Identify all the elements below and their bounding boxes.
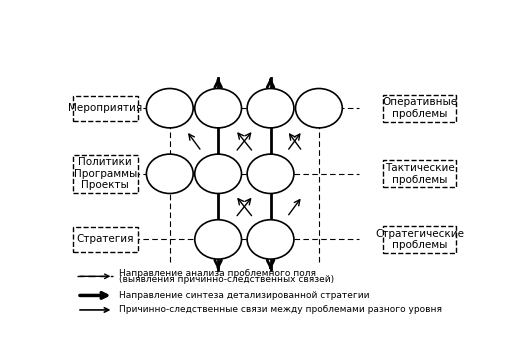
- Text: Стратегические
проблемы: Стратегические проблемы: [375, 229, 464, 250]
- FancyBboxPatch shape: [383, 226, 456, 253]
- FancyBboxPatch shape: [73, 155, 137, 193]
- Text: Тактические
проблемы: Тактические проблемы: [385, 163, 454, 185]
- Ellipse shape: [295, 88, 342, 128]
- FancyBboxPatch shape: [383, 160, 456, 187]
- FancyBboxPatch shape: [73, 227, 137, 252]
- Text: Направление анализа проблемного поля: Направление анализа проблемного поля: [120, 268, 316, 278]
- Ellipse shape: [247, 154, 294, 193]
- Text: Оперативные
проблемы: Оперативные проблемы: [382, 97, 457, 119]
- Text: Причинно-следственные связи между проблемами разного уровня: Причинно-следственные связи между пробле…: [120, 305, 443, 315]
- Ellipse shape: [147, 154, 193, 193]
- FancyBboxPatch shape: [383, 94, 456, 122]
- Text: Направление синтеза детализированной стратегии: Направление синтеза детализированной стр…: [120, 291, 370, 300]
- Ellipse shape: [147, 88, 193, 128]
- FancyBboxPatch shape: [73, 96, 137, 120]
- Ellipse shape: [195, 88, 241, 128]
- Ellipse shape: [247, 220, 294, 259]
- Text: (выявления причинно-следственных связей): (выявления причинно-следственных связей): [120, 275, 334, 284]
- Text: Стратегия: Стратегия: [76, 234, 134, 244]
- Ellipse shape: [195, 154, 241, 193]
- Text: Мероприятия: Мероприятия: [68, 103, 142, 113]
- Text: Политики
Программы
Проекты: Политики Программы Проекты: [74, 157, 137, 190]
- Ellipse shape: [195, 220, 241, 259]
- Ellipse shape: [247, 88, 294, 128]
